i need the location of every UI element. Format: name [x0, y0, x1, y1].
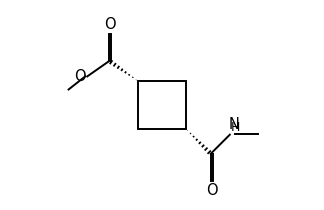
- Text: O: O: [74, 69, 86, 84]
- Text: O: O: [105, 17, 116, 32]
- Text: N: N: [229, 117, 240, 132]
- Text: H: H: [231, 121, 240, 134]
- Text: O: O: [206, 183, 218, 198]
